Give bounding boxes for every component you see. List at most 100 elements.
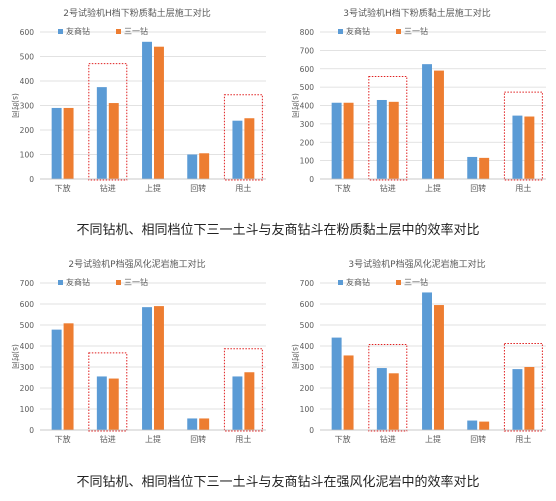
bar [199,153,210,179]
legend-label: 友商钻 [346,277,370,287]
bar [142,307,152,430]
chart-h-clay-3: 3号试验机H档下粉质黏土层施工对比 0 100 200 300 400 500 600 700 8… [291,7,546,193]
bar [154,306,164,430]
highlight-box [88,63,128,181]
bar [51,107,62,179]
legend-label: 友商钻 [66,277,90,287]
x-tick-label: 甩土 [515,434,531,444]
y-tick-label: 700 [300,279,315,288]
legend-swatch [338,29,343,34]
y-tick-label: 500 [300,83,315,92]
bar [331,102,342,179]
bar [388,373,399,430]
legend-swatch [338,280,343,285]
y-tick-label: 200 [20,126,35,135]
bar [388,101,399,179]
highlight-box [88,352,128,432]
legend-swatch [116,280,121,285]
x-tick-label: 上提 [425,183,441,193]
y-tick-label: 600 [20,300,35,309]
highlight-box [368,75,408,181]
y-tick-label: 100 [300,405,315,414]
x-tick-label: 钻进 [100,434,116,444]
bar [187,154,198,179]
bar [467,420,478,430]
y-tick-label: 800 [300,28,315,37]
chart-p-mudstone-2: 2号试验机P档强风化泥岩施工对比 0 100 200 300 400 500 600 700 (s… [11,258,266,444]
y-tick-label: 300 [20,102,35,111]
y-tick-label: 600 [300,65,315,74]
bar [96,376,107,430]
y-tick-label: 400 [300,342,315,351]
x-tick-label: 上提 [425,434,441,444]
y-tick-label: 600 [20,28,35,37]
bar [479,157,490,179]
bar [232,376,243,430]
legend-label: 友商钻 [66,26,90,36]
x-tick-label: 下放 [55,434,71,444]
legend-swatch [396,280,401,285]
highlight-box [368,344,408,432]
legend-label: 三一钻 [404,277,428,287]
y-tick-label: 400 [20,342,35,351]
x-tick-label: 回转 [470,434,486,444]
highlight-box [503,342,543,432]
bar [199,418,210,430]
chart-h-clay-2: 2号试验机H档下粉质黏土层施工对比 0 100 200 300 400 500 600 (s)时… [11,7,266,193]
y-tick-label: 200 [20,384,35,393]
highlight-box [223,94,263,181]
x-tick-label: 钻进 [380,434,396,444]
y-tick-label: 300 [300,120,315,129]
bar [331,337,342,430]
x-tick-label: 回转 [470,183,486,193]
bar [524,116,535,179]
y-tick-label: 500 [300,321,315,330]
highlight-box [503,91,543,181]
bar [63,107,74,179]
bar [108,103,119,179]
bar [232,120,243,179]
caption-clay: 不同钻机、相同档位下三一土斗与友商钻斗在粉质黏土层中的效率对比 [76,223,480,238]
y-tick-label: 0 [29,175,34,184]
bar [524,367,535,430]
y-tick-label: 700 [20,279,35,288]
x-tick-label: 甩土 [515,183,531,193]
bar [187,418,198,430]
y-tick-label: 0 [309,175,314,184]
y-tick-label: 100 [20,151,35,160]
x-tick-label: 回转 [190,183,206,193]
legend-label: 三一钻 [124,26,148,36]
legend-swatch [116,29,121,34]
y-tick-label: 0 [309,426,314,435]
bar [434,70,444,179]
x-tick-label: 下放 [335,183,351,193]
bar [422,64,432,179]
bar [434,305,444,430]
x-tick-label: 下放 [55,183,71,193]
y-axis-label: (s)时间 [11,93,21,118]
x-tick-label: 上提 [145,434,161,444]
legend-swatch [58,29,63,34]
chart-title: 3号试验机H档下粉质黏土层施工对比 [343,7,491,19]
x-tick-label: 回转 [190,434,206,444]
y-tick-label: 0 [29,426,34,435]
y-tick-label: 200 [300,138,315,147]
y-tick-label: 300 [20,363,35,372]
y-tick-label: 400 [300,102,315,111]
y-tick-label: 100 [20,405,35,414]
y-tick-label: 400 [20,77,35,86]
y-tick-label: 600 [300,300,315,309]
y-axis-label: (s)时间 [291,93,301,118]
bar [343,102,354,179]
legend-label: 友商钻 [346,26,370,36]
y-tick-label: 300 [300,363,315,372]
y-axis-label: (s)时间 [291,344,301,369]
caption-mudstone: 不同钻机、相同档位下三一土斗与友商钻斗在强风化泥岩中的效率对比 [76,475,480,490]
bar [51,329,62,430]
y-tick-label: 700 [300,46,315,55]
x-tick-label: 甩土 [235,183,251,193]
x-tick-label: 上提 [145,183,161,193]
bar [244,118,255,179]
bar [154,46,164,180]
